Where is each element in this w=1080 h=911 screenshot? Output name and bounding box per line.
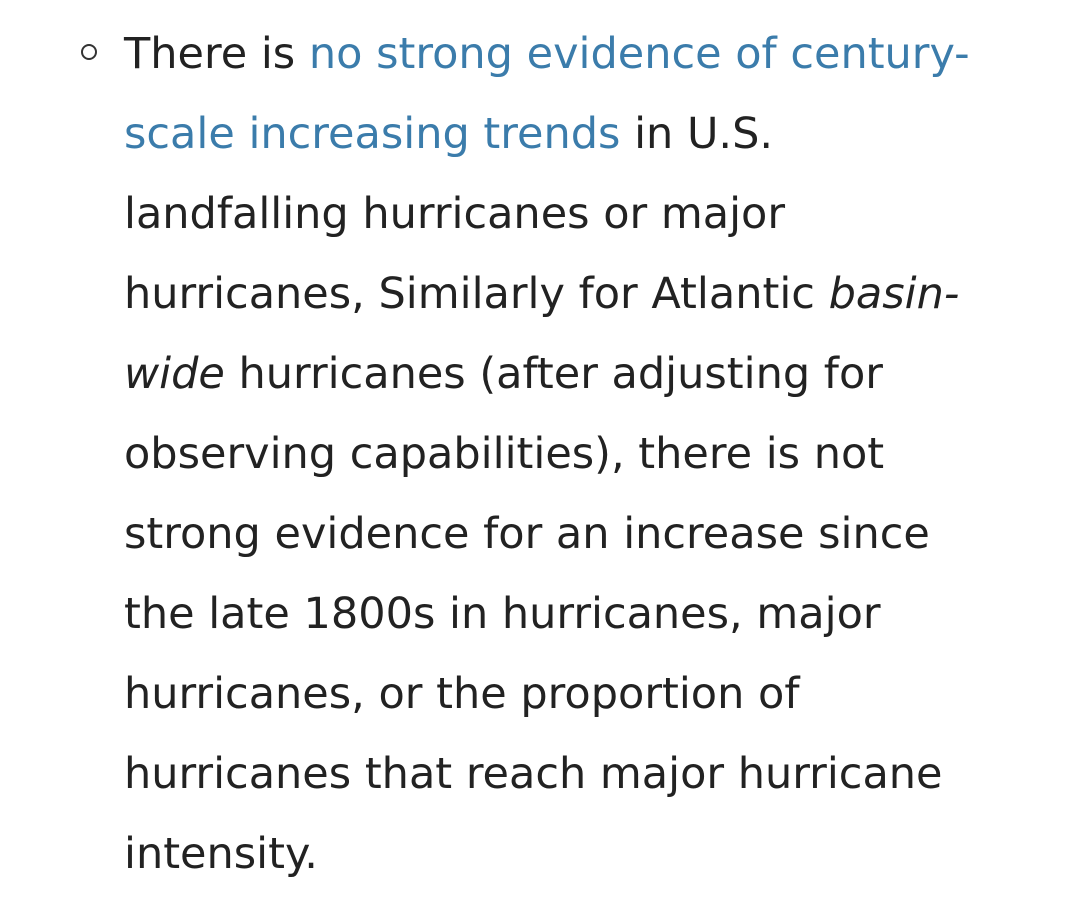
link-text[interactable]: no strong evidence of century- <box>308 29 970 79</box>
body-text: the late 1800s in hurricanes, major <box>124 589 881 639</box>
text-line: hurricanes, Similarly for Atlantic basin… <box>124 266 959 322</box>
italic-text: wide <box>124 349 225 399</box>
text-line: hurricanes that reach major hurricane <box>124 746 943 802</box>
text-line: landfalling hurricanes or major <box>124 186 785 242</box>
body-text: landfalling hurricanes or major <box>124 189 786 239</box>
body-text: hurricanes, or the proportion of <box>124 669 800 719</box>
body-text: hurricanes (after adjusting for <box>224 349 883 399</box>
body-text: intensity. <box>124 829 318 879</box>
body-text: strong evidence for an increase since <box>124 509 930 559</box>
text-line: the late 1800s in hurricanes, major <box>124 586 881 642</box>
body-text: observing capabilities), there is not <box>124 429 885 479</box>
text-line: strong evidence for an increase since <box>124 506 930 562</box>
body-text: There is <box>124 29 309 79</box>
body-text: hurricanes that reach major hurricane <box>124 749 943 799</box>
bullet-marker <box>81 44 97 60</box>
link-text[interactable]: scale increasing trends <box>124 109 621 159</box>
text-line: hurricanes, or the proportion of <box>124 666 800 722</box>
text-line: scale increasing trends in U.S. <box>124 106 773 162</box>
text-line: observing capabilities), there is not <box>124 426 884 482</box>
text-line: intensity. <box>124 826 318 882</box>
text-line: wide hurricanes (after adjusting for <box>124 346 883 402</box>
text-line: There is no strong evidence of century- <box>124 26 970 82</box>
body-text: hurricanes, Similarly for Atlantic <box>124 269 829 319</box>
body-text: in U.S. <box>620 109 774 159</box>
italic-text: basin- <box>828 269 960 319</box>
